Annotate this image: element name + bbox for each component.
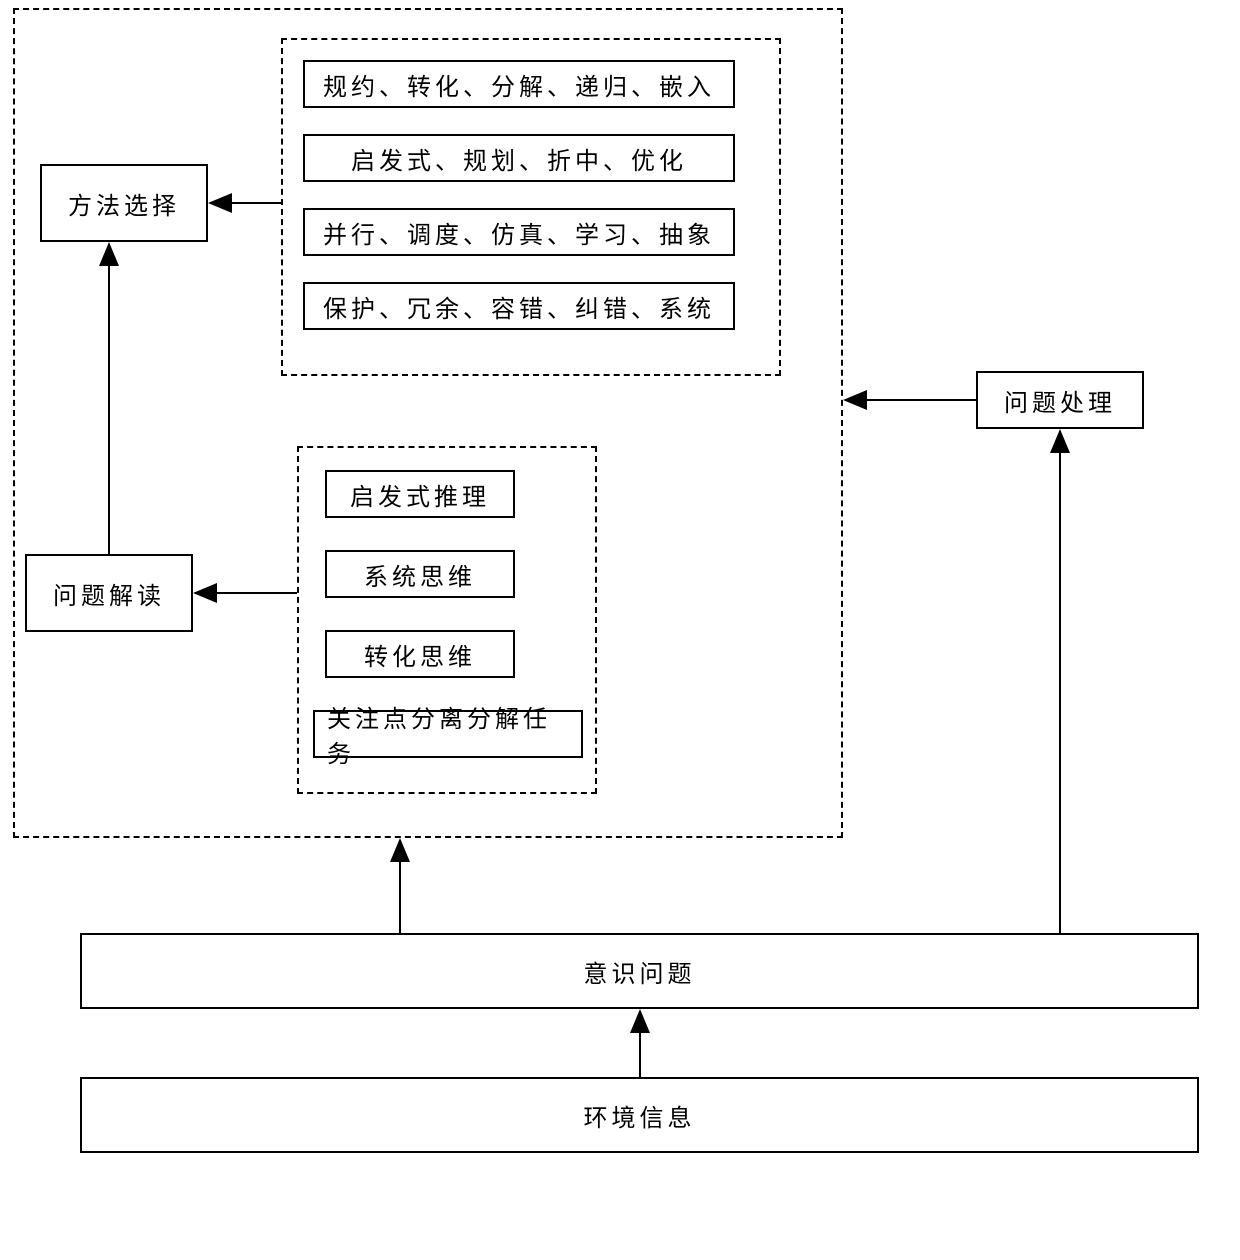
problem-read-box: 问题解读 xyxy=(25,554,193,632)
method-row-2: 启发式、规划、折中、优化 xyxy=(303,134,735,182)
read-row-3-label: 转化思维 xyxy=(364,637,476,672)
method-row-3: 并行、调度、仿真、学习、抽象 xyxy=(303,208,735,256)
method-select-label: 方法选择 xyxy=(68,186,180,221)
method-row-4-label: 保护、冗余、容错、纠错、系统 xyxy=(323,289,715,324)
consciousness-label: 意识问题 xyxy=(584,954,696,989)
consciousness-box: 意识问题 xyxy=(80,933,1199,1009)
method-row-4: 保护、冗余、容错、纠错、系统 xyxy=(303,282,735,330)
read-row-1: 启发式推理 xyxy=(325,470,515,518)
read-row-4: 关注点分离分解任务 xyxy=(313,710,583,758)
read-row-4-label: 关注点分离分解任务 xyxy=(327,699,569,769)
problem-process-box: 问题处理 xyxy=(976,371,1144,429)
method-row-2-label: 启发式、规划、折中、优化 xyxy=(351,141,687,176)
method-row-1: 规约、转化、分解、递归、嵌入 xyxy=(303,60,735,108)
problem-read-label: 问题解读 xyxy=(53,576,165,611)
read-row-2-label: 系统思维 xyxy=(364,557,476,592)
method-row-3-label: 并行、调度、仿真、学习、抽象 xyxy=(323,215,715,250)
problem-process-label: 问题处理 xyxy=(1004,383,1116,418)
environment-box: 环境信息 xyxy=(80,1077,1199,1153)
read-row-1-label: 启发式推理 xyxy=(350,477,490,512)
method-select-box: 方法选择 xyxy=(40,164,208,242)
read-row-2: 系统思维 xyxy=(325,550,515,598)
method-row-1-label: 规约、转化、分解、递归、嵌入 xyxy=(323,67,715,102)
read-row-3: 转化思维 xyxy=(325,630,515,678)
environment-label: 环境信息 xyxy=(584,1098,696,1133)
